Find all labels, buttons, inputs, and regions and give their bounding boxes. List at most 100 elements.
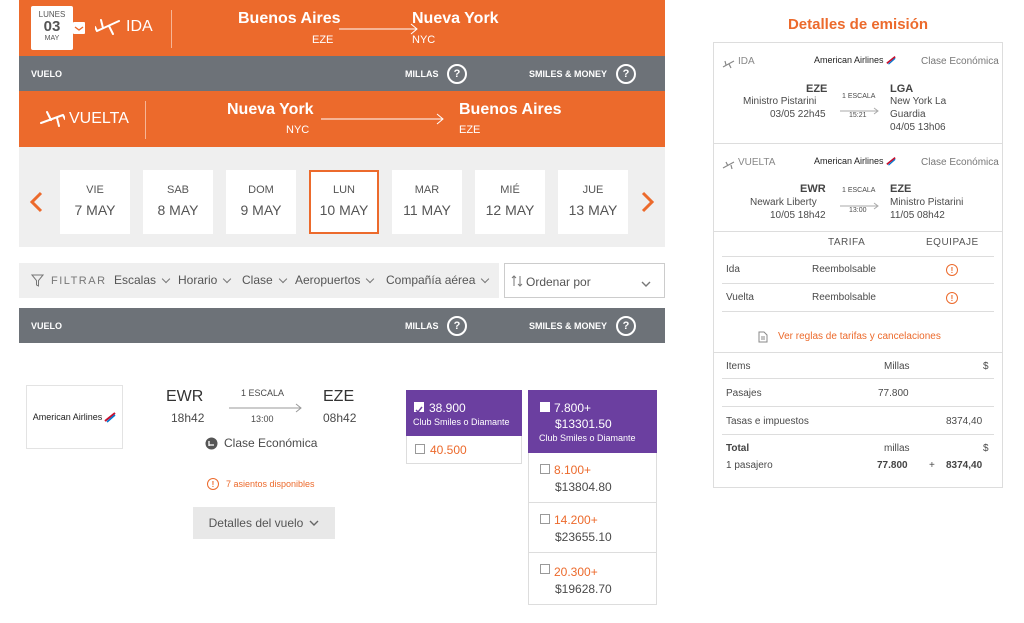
summary-ida-to-name1: New York La (890, 96, 947, 107)
total-pax: 1 pasajero (726, 460, 773, 471)
vuelta-to-code: EZE (459, 124, 481, 136)
vuelta-from-code: NYC (286, 124, 310, 136)
airline-logo: American Airlines (26, 385, 123, 449)
price-header-millas: Millas (884, 361, 910, 372)
money-miles: 8.100+ (554, 463, 592, 477)
money-option-selected[interactable]: 7.800+ $13301.50 Club Smiles o Diamante (528, 390, 657, 453)
date-badge-weekday: LUNES (38, 10, 66, 19)
flight-details-button[interactable]: Detalles del vuelo (193, 507, 335, 539)
checkbox-icon[interactable] (540, 564, 550, 574)
filter-aeropuertos-label: Aeropuertos (295, 273, 361, 287)
money-miles: 7.800+ (554, 401, 592, 415)
summary-vuelta-duration: 13:00 (849, 207, 867, 214)
col-smiles-money: SMILES & MONEY (529, 321, 608, 331)
money-option[interactable]: 14.200+ $23655.10 (528, 503, 657, 553)
date-day: 10 MAY (319, 202, 369, 218)
filter-clase[interactable]: Clase (242, 273, 287, 287)
plane-landing-icon (39, 108, 66, 135)
equipaje-header: EQUIPAJE (926, 237, 979, 248)
date-day: 7 MAY (74, 202, 116, 218)
summary-vuelta-from-code: EWR (800, 183, 826, 195)
date-option[interactable]: VIE 7 MAY (60, 170, 130, 234)
money-option[interactable]: 8.100+ $13804.80 (528, 453, 657, 503)
col-vuelo: VUELO (31, 69, 63, 79)
money-miles: 20.300+ (554, 565, 598, 579)
warning-icon: ! (207, 478, 219, 490)
airline-name: American Airlines (814, 55, 884, 65)
date-option[interactable]: MAR 11 MAY (392, 170, 462, 234)
summary-vuelta-airline: American Airlines (814, 156, 896, 166)
sort-select[interactable]: Ordenar por (504, 263, 665, 298)
pasajes-label: Pasajes (726, 388, 762, 399)
flight-from-code: EWR (166, 388, 204, 405)
summary-ida-duration: 15:21 (849, 112, 867, 119)
divider (713, 231, 1003, 232)
filter-compania-label: Compañía aérea (386, 273, 476, 287)
date-day: 12 MAY (485, 202, 535, 218)
total-money: 8374,40 (946, 460, 983, 471)
route-arrow-icon (321, 112, 445, 130)
checkbox-icon[interactable] (415, 444, 425, 454)
total-millas: 77.800 (877, 460, 908, 471)
airline-name: American Airlines (32, 412, 103, 422)
smiles-money-help-icon[interactable]: ? (616, 64, 636, 84)
checkbox-icon[interactable] (540, 464, 550, 474)
money-option[interactable]: 20.300+ $19628.70 (528, 553, 657, 605)
date-option[interactable]: MIÉ 12 MAY (475, 170, 545, 234)
money-amount: $13301.50 (555, 417, 612, 431)
summary-ida-to-dt: 04/05 13h06 (890, 122, 946, 133)
price-header-items: Items (726, 361, 751, 372)
filter-horario[interactable]: Horario (178, 273, 232, 287)
summary-vuelta-class: Clase Económica (921, 157, 999, 168)
date-weekday: MAR (414, 184, 440, 196)
miles-option-selected[interactable]: 38.900 Club Smiles o Diamante (406, 390, 522, 436)
flight-details-label: Detalles del vuelo (208, 516, 304, 530)
sort-label: Ordenar por (526, 275, 591, 289)
flight-class: Clase Económica (224, 436, 318, 450)
miles-option[interactable]: 40.500 (406, 436, 522, 464)
chevron-down-icon (278, 274, 287, 283)
date-day: 8 MAY (157, 202, 199, 218)
summary-vuelta-stops: 1 ESCALA (842, 187, 876, 194)
summary-panel (713, 42, 1003, 488)
date-option[interactable]: SAB 8 MAY (143, 170, 213, 234)
filter-escalas[interactable]: Escalas (114, 273, 171, 287)
date-option-selected[interactable]: LUN 10 MAY (309, 170, 379, 234)
mail-icon[interactable] (73, 22, 85, 34)
fare-rules-link[interactable]: Ver reglas de tarifas y cancelaciones (778, 331, 941, 342)
summary-vuelta-to-name: Ministro Pistarini (890, 197, 964, 208)
smiles-money-help-icon[interactable]: ? (616, 316, 636, 336)
filter-compania[interactable]: Compañía aérea (386, 273, 490, 287)
date-option[interactable]: DOM 9 MAY (226, 170, 296, 234)
chevron-left-icon[interactable] (28, 191, 44, 218)
checkbox-checked-icon[interactable] (414, 402, 424, 414)
checkbox-icon[interactable] (540, 514, 550, 524)
date-weekday: LUN (332, 184, 355, 196)
millas-help-icon[interactable]: ? (447, 316, 467, 336)
date-badge-month: MAY (44, 35, 60, 42)
route-arrow-icon (339, 22, 419, 40)
filter-aeropuertos[interactable]: Aeropuertos (295, 273, 375, 287)
col-millas: MILLAS (405, 321, 439, 331)
divider (722, 283, 994, 284)
aa-eagle-icon (104, 412, 116, 423)
date-option[interactable]: JUE 13 MAY (558, 170, 628, 234)
date-weekday: JUE (582, 184, 604, 196)
chevron-down-icon (309, 520, 319, 526)
col-vuelo: VUELO (31, 321, 63, 331)
filter-horario-label: Horario (178, 273, 218, 287)
summary-ida-to-name2: Guardia (890, 109, 926, 120)
tarifa-row-leg: Vuelta (726, 292, 754, 303)
ida-from-city: Buenos Aires (238, 10, 341, 27)
chevron-down-icon (223, 274, 232, 283)
chevron-right-icon[interactable] (640, 191, 656, 218)
millas-help-icon[interactable]: ? (447, 64, 467, 84)
tasas-money: 8374,40 (946, 416, 983, 427)
filter-bar: FILTRAR Escalas Horario Clase Aeropuerto… (19, 263, 499, 298)
baggage-warning-icon[interactable]: ! (946, 264, 958, 276)
baggage-warning-icon[interactable]: ! (946, 292, 958, 304)
checkbox-icon[interactable] (540, 402, 550, 412)
money-miles: 14.200+ (554, 513, 598, 527)
filter-label[interactable]: FILTRAR (51, 275, 107, 287)
tarifa-header: TARIFA (828, 237, 866, 248)
